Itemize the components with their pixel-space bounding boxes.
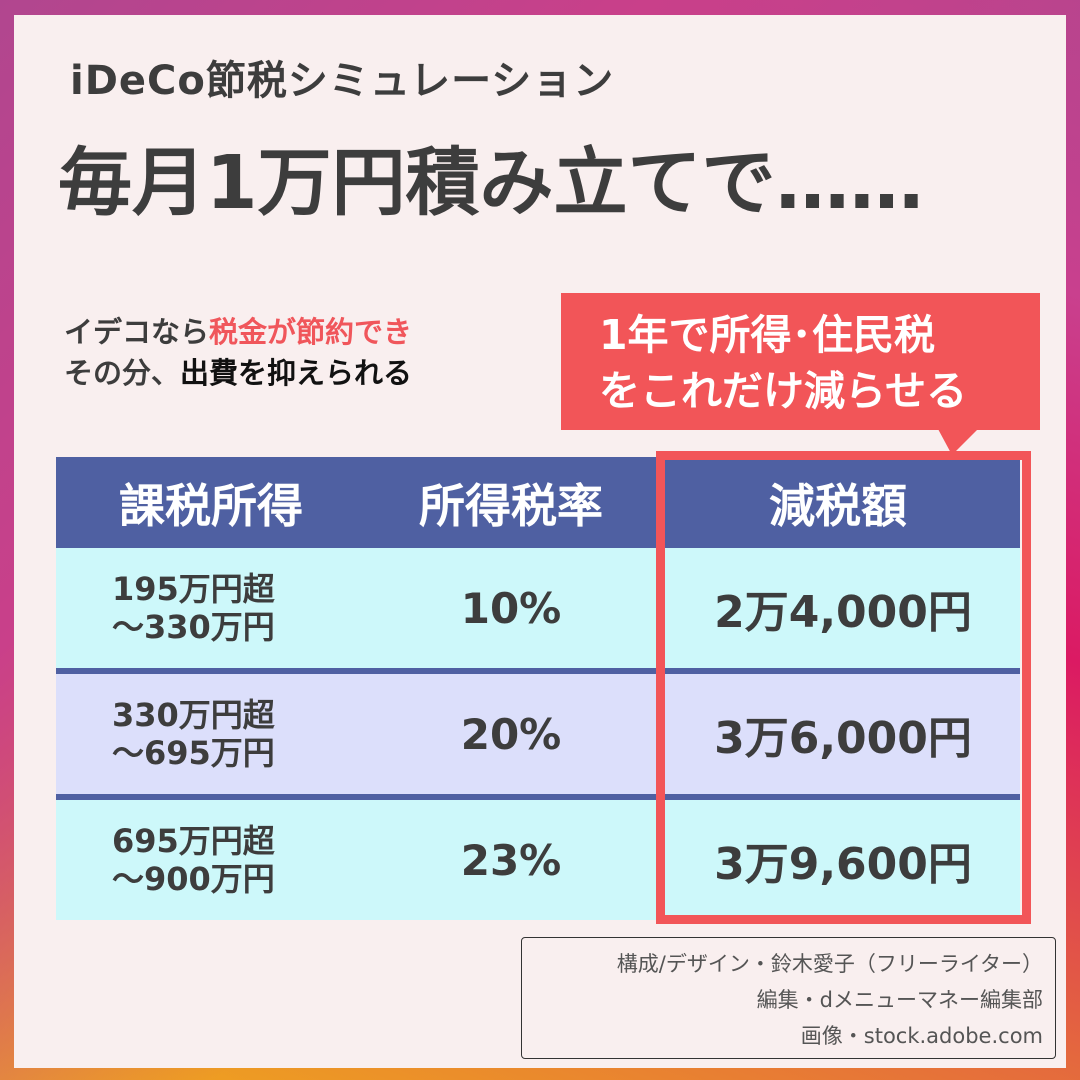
- credit-design: 構成/デザイン・鈴木愛子（フリーライター）: [616, 952, 1043, 976]
- table-row: 330万円超 ～695万円 20% 3万6,000円: [56, 674, 1020, 794]
- range-from: 695万円超: [112, 822, 275, 860]
- header-taxable-income: 課税所得: [119, 478, 303, 533]
- range-to: ～900万円: [112, 860, 275, 898]
- income-range: 330万円超 ～695万円: [56, 696, 366, 772]
- tax-rate: 20%: [460, 709, 562, 759]
- header-tax-reduction: 減税額: [769, 478, 907, 533]
- tax-reduction: 3万6,000円: [714, 713, 972, 764]
- kicker-title: iDeCo節税シミュレーション: [70, 58, 615, 104]
- range-to: ～330万円: [112, 608, 275, 646]
- header-income-tax-rate: 所得税率: [419, 478, 603, 533]
- credit-image: 画像・stock.adobe.com: [800, 1024, 1043, 1048]
- tax-table: 課税所得 所得税率 減税額 195万円超 ～330万円 10% 2万4,000円…: [56, 457, 1020, 920]
- callout-line-2: をこれだけ減らせる: [599, 367, 968, 415]
- income-range: 695万円超 ～900万円: [56, 822, 366, 898]
- table-row: 695万円超 ～900万円 23% 3万9,600円: [56, 800, 1020, 920]
- tax-rate: 10%: [460, 583, 562, 633]
- row-divider: [56, 794, 1020, 800]
- headline: 毎月1万円積み立てで……: [58, 140, 924, 226]
- credits-box: 構成/デザイン・鈴木愛子（フリーライター） 編集・dメニューマネー編集部 画像・…: [521, 937, 1056, 1059]
- range-to: ～695万円: [112, 734, 275, 772]
- subcopy-line2-bold: 出費を抑えられる: [180, 356, 413, 390]
- table-header: 課税所得 所得税率 減税額: [56, 457, 1020, 548]
- callout-bubble: 1年で所得･住民税 をこれだけ減らせる: [561, 293, 1040, 430]
- subcopy-line1-highlight: 税金が節約でき: [209, 315, 413, 349]
- callout-tail: [938, 429, 978, 455]
- range-from: 330万円超: [112, 696, 275, 734]
- range-from: 195万円超: [112, 570, 275, 608]
- credit-editor: 編集・dメニューマネー編集部: [756, 988, 1043, 1012]
- tax-rate: 23%: [460, 835, 562, 885]
- callout-line-1: 1年で所得･住民税: [599, 311, 936, 359]
- subcopy-line-2: その分、出費を抑えられる: [64, 353, 412, 394]
- income-range: 195万円超 ～330万円: [56, 570, 366, 646]
- tax-reduction: 2万4,000円: [714, 587, 972, 638]
- tax-reduction: 3万9,600円: [714, 839, 972, 890]
- subcopy-line-1: イデコなら税金が節約でき: [64, 312, 412, 353]
- subcopy-line1-plain: イデコなら: [64, 315, 210, 349]
- row-divider: [56, 668, 1020, 674]
- subcopy: イデコなら税金が節約でき その分、出費を抑えられる: [64, 312, 412, 394]
- table-row: 195万円超 ～330万円 10% 2万4,000円: [56, 548, 1020, 668]
- subcopy-line2-plain: その分、: [64, 356, 181, 390]
